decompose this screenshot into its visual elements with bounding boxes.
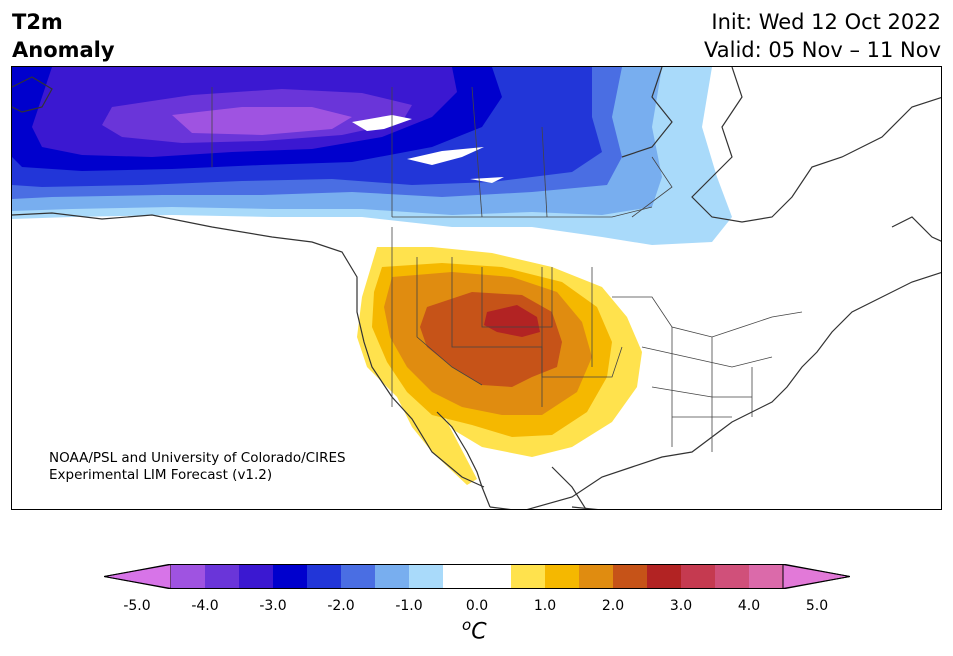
map-panel <box>11 66 942 510</box>
colorbar-cell <box>579 564 614 589</box>
colorbar <box>104 564 850 589</box>
colorbar-tick-label: 3.0 <box>669 598 693 614</box>
colorbar-tick-label: -4.0 <box>191 598 219 614</box>
valid-range: Valid: 05 Nov – 11 Nov <box>704 38 941 62</box>
credit-line-1: NOAA/PSL and University of Colorado/CIRE… <box>49 450 346 466</box>
lake-athabasca <box>407 147 484 165</box>
title-line-1: T2m <box>12 10 63 34</box>
colorbar-cell <box>205 564 240 589</box>
colorbar-extend-high <box>782 564 850 589</box>
colorbar-cell <box>443 564 478 589</box>
colorbar-cell <box>477 564 512 589</box>
colorbar-tick-label: 1.0 <box>533 598 557 614</box>
colorbar-cell <box>511 564 546 589</box>
lake-winnipeg <box>470 177 504 183</box>
credit-text: NOAA/PSL and University of Colorado/CIRE… <box>49 450 346 484</box>
colorbar-cell <box>307 564 342 589</box>
unit-degree: o <box>462 616 472 634</box>
colorbar-cell <box>171 564 206 589</box>
colorbar-cell <box>409 564 444 589</box>
colorbar-cell <box>647 564 682 589</box>
colorbar-cell <box>375 564 410 589</box>
colorbar-tick-label: -1.0 <box>395 598 423 614</box>
forecast-dates: Init: Wed 12 Oct 2022 Valid: 05 Nov – 11… <box>704 8 941 64</box>
map-title: T2m Anomaly <box>12 8 115 64</box>
colorbar-outline <box>104 564 850 589</box>
great-slave-lake <box>352 115 412 131</box>
credit-line-2: Experimental LIM Forecast (v1.2) <box>49 467 273 483</box>
cold-anomaly-minus-4 <box>172 107 352 135</box>
anomaly-map <box>12 67 941 509</box>
colorbar-tick-label: 5.0 <box>805 598 829 614</box>
colorbar-cell <box>681 564 716 589</box>
colorbar-tick-label: 2.0 <box>601 598 625 614</box>
colorbar-tick-label: 4.0 <box>737 598 761 614</box>
colorbar-cell <box>613 564 648 589</box>
colorbar-tick-label: -3.0 <box>259 598 287 614</box>
colorbar-cell <box>239 564 274 589</box>
colorbar-cell <box>715 564 750 589</box>
unit-base: C <box>471 619 487 645</box>
init-date: Init: Wed 12 Oct 2022 <box>711 10 941 34</box>
colorbar-cell <box>273 564 308 589</box>
borders <box>211 86 803 452</box>
title-line-2: Anomaly <box>12 38 115 62</box>
warm-anomaly-2-5 <box>484 305 540 337</box>
colorbar-cell <box>749 564 784 589</box>
colorbar-tick-label: 0.0 <box>465 598 489 614</box>
colorbar-unit: oC <box>462 616 487 644</box>
colorbar-tick-label: -5.0 <box>123 598 151 614</box>
colorbar-extend-low <box>104 564 172 589</box>
colorbar-tick-label: -2.0 <box>327 598 355 614</box>
colorbar-cell <box>545 564 580 589</box>
colorbar-cell <box>341 564 376 589</box>
